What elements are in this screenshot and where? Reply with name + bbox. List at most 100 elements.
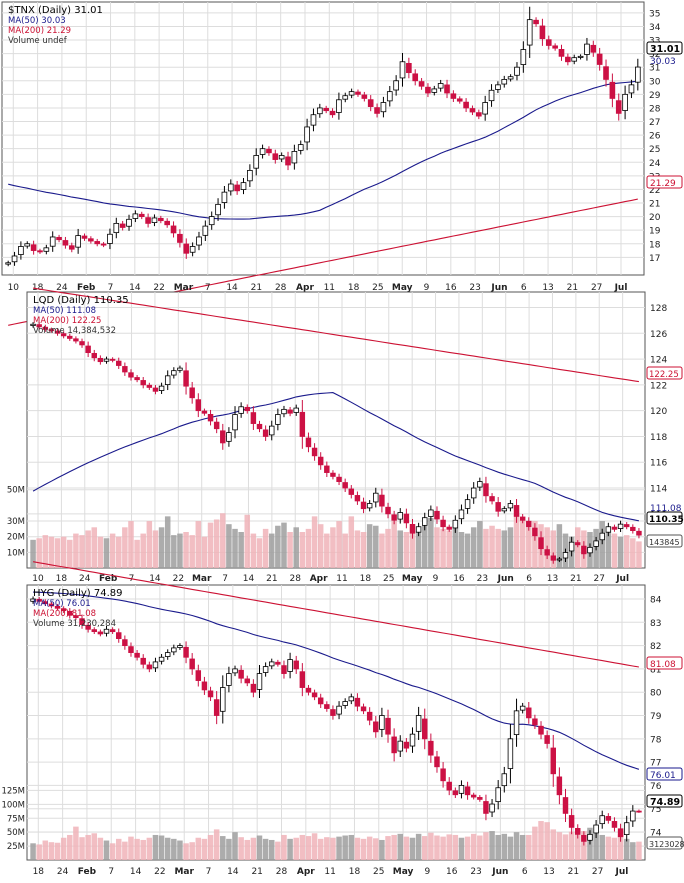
candle-body [240,182,247,190]
candle-body [440,768,446,782]
candle-body [238,406,244,414]
y-tick-label: 21 [649,200,660,210]
candle-body [422,517,428,526]
volume-bar [348,834,355,860]
volume-tick-label: 10M [7,548,25,558]
hyg-last-price-badge [646,794,683,808]
candle-body [556,558,563,561]
volume-bar [636,841,642,860]
x-tick-label: Jun [490,283,507,293]
volume-bar [85,530,91,568]
candle-body [48,329,55,332]
ma200-line [33,561,639,668]
lqd-ma200-value: 122.25 [649,370,679,380]
y-tick-label: 74 [650,829,662,839]
volume-bar [495,528,501,568]
volume-bar [36,538,42,568]
x-tick-label: 22 [153,283,164,293]
volume-bar [562,834,569,860]
tnx-ma200-badge [646,175,683,189]
x-tick-label: 9 [425,867,431,877]
candle-body [305,687,312,693]
volume-bar [305,528,312,568]
candle-body [232,668,238,674]
candle-body [544,735,550,744]
candle-body [590,44,597,53]
candle-body [532,527,538,537]
candle-body [54,330,61,334]
y-tick-label: 116 [650,459,667,469]
candle-body [483,483,489,497]
x-tick-label: Jul [615,867,629,877]
volume-bar [79,837,85,860]
candle-body [399,61,406,79]
candle-body [81,235,88,239]
candle-body [177,233,183,243]
candle-body [30,244,37,251]
candle-body [60,608,67,612]
volume-bar [556,832,563,860]
tnx-gridlines [2,2,644,275]
candle-body [575,828,581,835]
candle-body [116,360,122,366]
candle-body [575,542,581,546]
hyg-last-price: 74.89 [650,797,680,808]
y-tick-label: 22 [649,186,660,196]
candle-body [119,223,126,228]
x-tick-label: 24 [57,867,69,877]
volume-bar [599,834,605,860]
lqd-candles [30,287,642,564]
hyg-ma50-value: 76.01 [650,771,676,781]
y-tick-label: 32 [649,50,660,60]
volume-bar [574,833,581,860]
volume-bar [48,536,55,568]
candle-body [477,481,483,488]
volume-bar [103,840,110,860]
volume-bar [73,533,79,568]
x-tick-label: 23 [477,574,488,584]
x-tick-label: Jun [497,574,514,584]
volume-bar [152,834,159,860]
candle-body [164,652,171,657]
y-tick-label: 77 [650,759,661,769]
volume-bar [360,838,367,860]
x-tick-label: 7 [205,283,211,293]
volume-bar [636,541,642,568]
candle-body [488,89,495,102]
candle-body [526,520,532,528]
volume-bar [354,530,361,568]
volume-bar [213,829,220,860]
volume-bar [409,837,416,860]
candle-body [622,93,628,111]
candle-body [360,706,367,712]
candle-body [425,86,431,94]
volume-bar [48,842,55,860]
volume-bar [275,841,281,860]
volume-bar [336,521,342,568]
volume-bar [391,834,397,860]
candle-body [171,370,177,376]
volume-bar [250,533,257,568]
candle-body [299,411,306,437]
candle-body [281,408,287,415]
candle-body [177,645,183,648]
candle-body [495,84,501,90]
candle-body [79,341,85,346]
candle-body [581,835,587,842]
candle-body [73,615,79,619]
volume-bar [477,835,483,860]
volume-bar [189,535,195,568]
x-tick-label: 6 [526,574,532,584]
volume-bar [403,836,410,860]
candle-body [171,647,177,653]
volume-bar [342,835,348,860]
candle-body [489,496,495,502]
volume-bar [434,527,440,568]
candle-body [587,546,593,554]
volume-bar [366,836,373,860]
candle-body [330,709,336,716]
candle-body [374,107,380,114]
volume-bar [544,822,550,860]
candle-body [623,524,630,528]
volume-bar [91,833,98,860]
